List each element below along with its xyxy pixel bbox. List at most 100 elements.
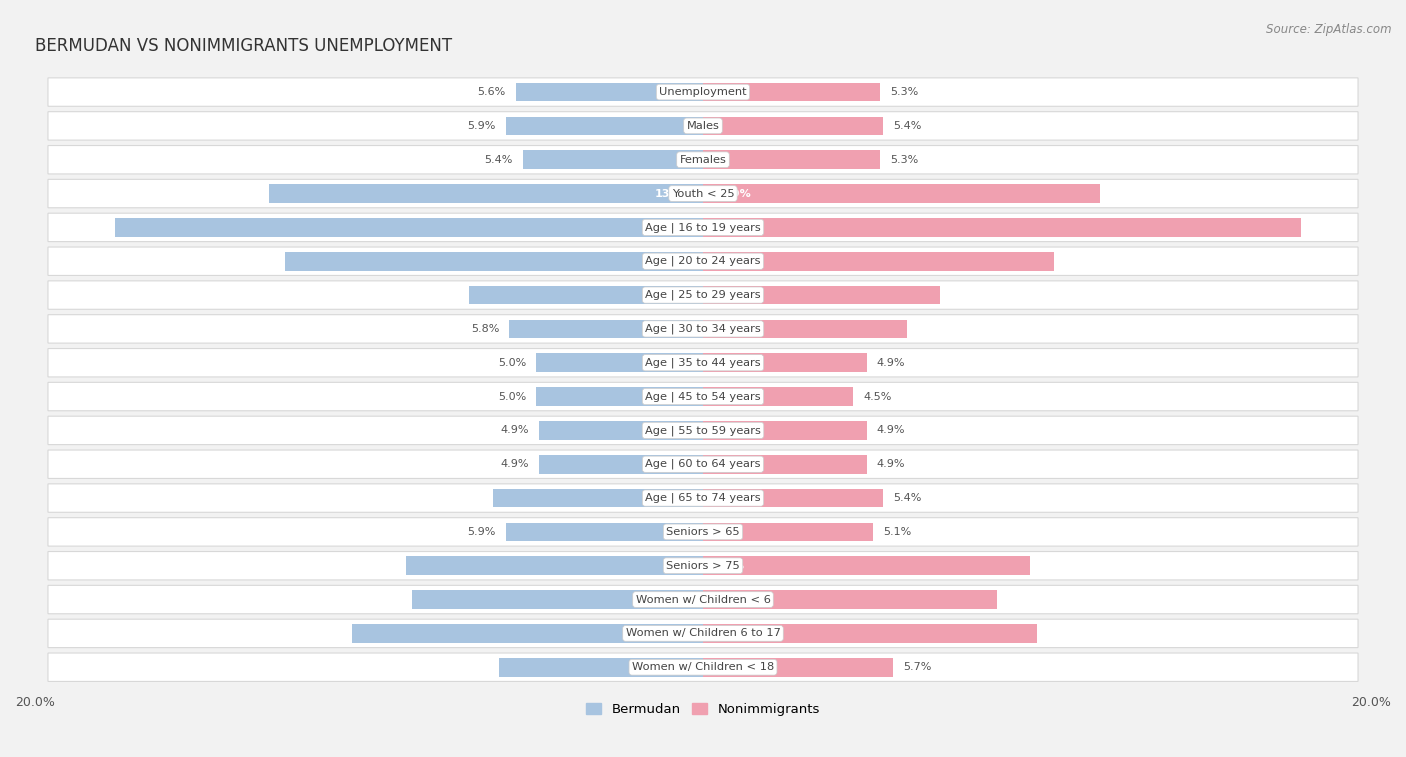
Bar xyxy=(115,218,703,237)
Bar xyxy=(703,489,883,507)
Bar xyxy=(406,556,703,575)
Text: 5.1%: 5.1% xyxy=(883,527,911,537)
Text: 5.0%: 5.0% xyxy=(498,358,526,368)
Bar xyxy=(285,252,703,270)
Bar xyxy=(703,421,866,440)
Text: Males: Males xyxy=(686,121,720,131)
Text: 5.8%: 5.8% xyxy=(471,324,499,334)
Text: Age | 45 to 54 years: Age | 45 to 54 years xyxy=(645,391,761,402)
Bar xyxy=(499,658,703,677)
Bar xyxy=(506,117,703,136)
Text: Age | 55 to 59 years: Age | 55 to 59 years xyxy=(645,425,761,435)
FancyBboxPatch shape xyxy=(48,552,1358,580)
FancyBboxPatch shape xyxy=(48,416,1358,444)
Text: Seniors > 65: Seniors > 65 xyxy=(666,527,740,537)
Bar xyxy=(703,252,1053,270)
Bar xyxy=(703,556,1031,575)
Text: 5.9%: 5.9% xyxy=(468,527,496,537)
Text: Women w/ Children < 18: Women w/ Children < 18 xyxy=(631,662,775,672)
Text: 6.1%: 6.1% xyxy=(713,324,744,334)
Text: Age | 30 to 34 years: Age | 30 to 34 years xyxy=(645,324,761,334)
Text: 5.4%: 5.4% xyxy=(484,154,513,165)
Text: 7.0%: 7.0% xyxy=(662,290,693,300)
Text: 5.3%: 5.3% xyxy=(890,87,918,97)
Bar xyxy=(353,624,703,643)
Bar xyxy=(703,151,880,169)
FancyBboxPatch shape xyxy=(48,112,1358,140)
Text: Women w/ Children < 6: Women w/ Children < 6 xyxy=(636,594,770,605)
Bar xyxy=(703,590,997,609)
FancyBboxPatch shape xyxy=(48,619,1358,647)
Text: 4.9%: 4.9% xyxy=(501,425,529,435)
Bar xyxy=(523,151,703,169)
Text: Unemployment: Unemployment xyxy=(659,87,747,97)
Bar xyxy=(269,184,703,203)
Bar xyxy=(703,354,866,372)
Text: 5.3%: 5.3% xyxy=(890,154,918,165)
Bar xyxy=(540,455,703,474)
Text: 5.4%: 5.4% xyxy=(893,121,922,131)
Legend: Bermudan, Nonimmigrants: Bermudan, Nonimmigrants xyxy=(581,698,825,721)
Bar xyxy=(470,285,703,304)
Bar xyxy=(703,117,883,136)
Text: Source: ZipAtlas.com: Source: ZipAtlas.com xyxy=(1267,23,1392,36)
Text: 5.9%: 5.9% xyxy=(468,121,496,131)
FancyBboxPatch shape xyxy=(48,382,1358,411)
Text: Age | 25 to 29 years: Age | 25 to 29 years xyxy=(645,290,761,301)
FancyBboxPatch shape xyxy=(48,145,1358,174)
Bar xyxy=(703,218,1301,237)
Text: Age | 20 to 24 years: Age | 20 to 24 years xyxy=(645,256,761,266)
Text: Age | 35 to 44 years: Age | 35 to 44 years xyxy=(645,357,761,368)
Bar xyxy=(536,388,703,406)
Text: 6.3%: 6.3% xyxy=(662,493,693,503)
Text: 4.9%: 4.9% xyxy=(877,358,905,368)
Text: Females: Females xyxy=(679,154,727,165)
Text: 8.8%: 8.8% xyxy=(713,594,744,605)
Bar xyxy=(703,388,853,406)
Text: BERMUDAN VS NONIMMIGRANTS UNEMPLOYMENT: BERMUDAN VS NONIMMIGRANTS UNEMPLOYMENT xyxy=(35,37,453,55)
Bar xyxy=(703,522,873,541)
Bar xyxy=(412,590,703,609)
Text: 8.7%: 8.7% xyxy=(662,594,693,605)
Text: 6.1%: 6.1% xyxy=(662,662,693,672)
Bar xyxy=(506,522,703,541)
FancyBboxPatch shape xyxy=(48,247,1358,276)
Bar xyxy=(703,455,866,474)
Bar xyxy=(516,83,703,101)
FancyBboxPatch shape xyxy=(48,653,1358,681)
Bar xyxy=(703,184,1101,203)
Text: 5.6%: 5.6% xyxy=(478,87,506,97)
Text: 10.5%: 10.5% xyxy=(655,628,693,638)
Bar xyxy=(536,354,703,372)
Bar xyxy=(703,83,880,101)
Text: Age | 60 to 64 years: Age | 60 to 64 years xyxy=(645,459,761,469)
Bar xyxy=(703,658,893,677)
FancyBboxPatch shape xyxy=(48,585,1358,614)
Text: 4.9%: 4.9% xyxy=(877,425,905,435)
Text: 4.9%: 4.9% xyxy=(501,459,529,469)
Text: Women w/ Children 6 to 17: Women w/ Children 6 to 17 xyxy=(626,628,780,638)
Text: 9.8%: 9.8% xyxy=(713,561,744,571)
Text: Age | 16 to 19 years: Age | 16 to 19 years xyxy=(645,222,761,232)
Text: 17.9%: 17.9% xyxy=(713,223,752,232)
FancyBboxPatch shape xyxy=(48,450,1358,478)
Bar xyxy=(492,489,703,507)
FancyBboxPatch shape xyxy=(48,315,1358,343)
Bar xyxy=(703,285,941,304)
FancyBboxPatch shape xyxy=(48,518,1358,546)
FancyBboxPatch shape xyxy=(48,78,1358,106)
Bar xyxy=(540,421,703,440)
Text: 8.9%: 8.9% xyxy=(662,561,693,571)
Text: 13.0%: 13.0% xyxy=(655,188,693,198)
Text: 10.0%: 10.0% xyxy=(713,628,751,638)
Text: 5.7%: 5.7% xyxy=(904,662,932,672)
FancyBboxPatch shape xyxy=(48,179,1358,207)
Bar xyxy=(703,319,907,338)
FancyBboxPatch shape xyxy=(48,348,1358,377)
Text: Age | 65 to 74 years: Age | 65 to 74 years xyxy=(645,493,761,503)
FancyBboxPatch shape xyxy=(48,281,1358,310)
Text: 5.0%: 5.0% xyxy=(498,391,526,401)
Text: 11.9%: 11.9% xyxy=(713,188,752,198)
FancyBboxPatch shape xyxy=(48,484,1358,512)
Text: 4.9%: 4.9% xyxy=(877,459,905,469)
